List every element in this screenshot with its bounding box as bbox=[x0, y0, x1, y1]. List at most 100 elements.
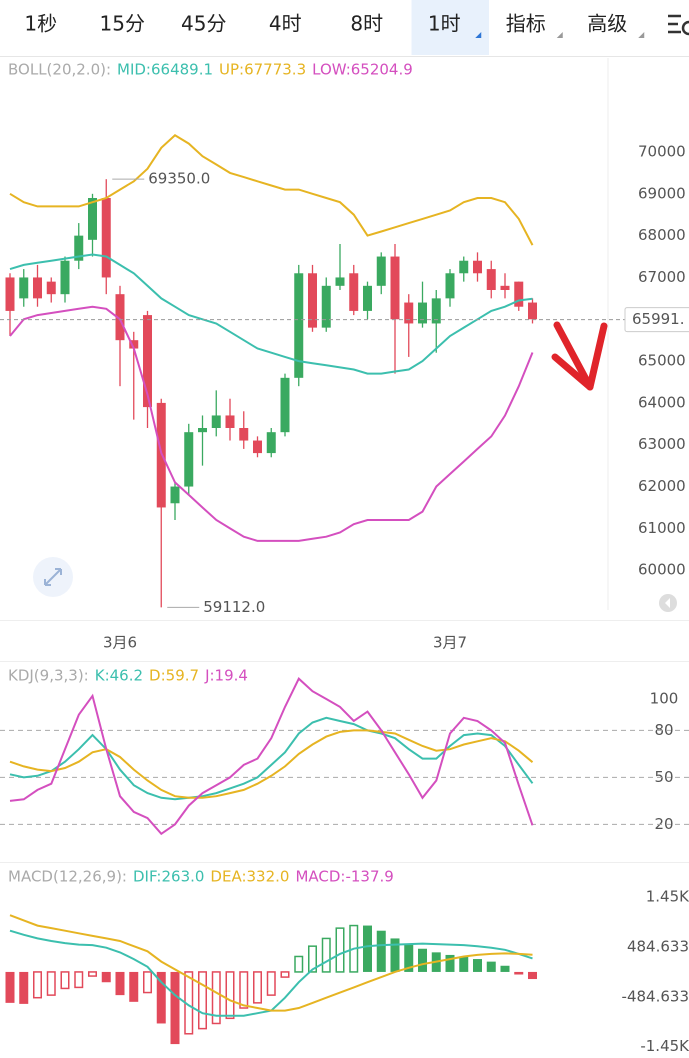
macd-bar bbox=[404, 943, 414, 972]
candle-body bbox=[390, 256, 400, 320]
series-line bbox=[9, 914, 533, 1012]
macd-bar bbox=[143, 971, 152, 994]
macd-bar bbox=[46, 971, 56, 996]
macd-bar bbox=[101, 971, 111, 983]
tab-label[interactable]: 1秒 bbox=[24, 12, 57, 36]
y-tick-label: 65000 bbox=[638, 352, 686, 370]
macd-bar bbox=[418, 948, 427, 972]
macd-bar bbox=[321, 937, 331, 973]
macd-bar bbox=[170, 971, 180, 1045]
candle-body bbox=[376, 256, 386, 286]
y-tick-label: 67000 bbox=[638, 268, 686, 286]
candle-body bbox=[473, 260, 482, 274]
macd-bar bbox=[115, 971, 125, 996]
y-tick-label: 484.633 bbox=[627, 937, 689, 955]
candle-body bbox=[184, 432, 194, 487]
macd-bar bbox=[88, 971, 97, 977]
legend-entry: D:59.7 bbox=[149, 667, 199, 685]
series-line bbox=[9, 677, 534, 836]
series-line bbox=[9, 134, 534, 246]
macd-bar bbox=[266, 971, 276, 996]
annotation-label: 59112.0 bbox=[203, 598, 265, 616]
dropdown-caret bbox=[556, 32, 563, 38]
legend-entry: BOLL(20,2.0): bbox=[8, 61, 111, 79]
tab-label[interactable]: 8时 bbox=[350, 12, 383, 36]
macd-bar bbox=[280, 971, 290, 978]
candle-body bbox=[211, 415, 221, 428]
macd-bar bbox=[473, 959, 482, 972]
candle-body bbox=[335, 277, 345, 286]
y-tick-label: 60000 bbox=[638, 561, 686, 579]
expand-button[interactable] bbox=[33, 557, 73, 597]
candle-body bbox=[46, 281, 56, 295]
y-tick-label: -484.633 bbox=[622, 987, 689, 1005]
y-tick-label: 63000 bbox=[638, 435, 686, 453]
candle-body bbox=[459, 260, 469, 274]
trend-arrow bbox=[551, 321, 608, 391]
divider bbox=[0, 661, 689, 662]
tab-label[interactable]: 指标 bbox=[506, 12, 546, 36]
macd-bar bbox=[156, 971, 166, 1024]
legend-entry: KDJ(9,3,3): bbox=[8, 667, 89, 685]
y-tick-label: 100 bbox=[650, 690, 679, 708]
macd-bar bbox=[253, 971, 262, 1004]
candle-body bbox=[445, 273, 455, 299]
plot-area bbox=[5, 914, 537, 1045]
candle-body bbox=[280, 377, 290, 433]
tab-bar bbox=[0, 0, 689, 56]
macd-bar bbox=[211, 971, 221, 1025]
candle-body bbox=[88, 198, 97, 240]
y-tick-label: 70000 bbox=[638, 143, 686, 161]
candle-body bbox=[321, 285, 331, 328]
plot-area bbox=[5, 134, 537, 608]
scroll-button[interactable] bbox=[659, 594, 677, 612]
layout-icon[interactable] bbox=[668, 14, 689, 36]
tab-label[interactable]: 15分 bbox=[100, 12, 145, 36]
divider bbox=[0, 56, 689, 57]
macd-bar bbox=[335, 927, 345, 973]
y-tick-label: 61000 bbox=[638, 519, 686, 537]
candle-body bbox=[500, 285, 510, 290]
legend-entry: K:46.2 bbox=[95, 667, 143, 685]
tab-label[interactable]: 45分 bbox=[181, 12, 226, 36]
candle-body bbox=[74, 235, 84, 261]
macd-bar bbox=[376, 930, 386, 972]
tab-label[interactable]: 1时 bbox=[428, 12, 461, 36]
macd-bar bbox=[129, 971, 139, 1002]
last-price-label: 65991. bbox=[632, 310, 685, 328]
candle-body bbox=[528, 302, 537, 320]
x-tick-label: 3月6 bbox=[103, 634, 137, 652]
series-line bbox=[9, 253, 533, 375]
candle-body bbox=[253, 440, 262, 454]
dropdown-caret bbox=[638, 32, 645, 38]
macd-bar bbox=[239, 971, 249, 1009]
candle-body bbox=[129, 340, 139, 349]
candle-body bbox=[294, 273, 304, 378]
candle-body bbox=[308, 273, 317, 328]
macd-bar bbox=[225, 971, 235, 1020]
y-tick-label: 20 bbox=[654, 815, 673, 833]
legend-entry: LOW:65204.9 bbox=[312, 61, 413, 79]
macd-bar bbox=[459, 956, 469, 972]
candle-body bbox=[486, 269, 496, 290]
macd-bar bbox=[445, 954, 455, 972]
y-tick-label: 69000 bbox=[638, 184, 686, 202]
legend-entry: MACD:-137.9 bbox=[295, 868, 393, 886]
candle-body bbox=[431, 298, 441, 324]
tab-label[interactable]: 高级 bbox=[587, 12, 627, 36]
candle-body bbox=[33, 277, 42, 299]
tab-label[interactable]: 4时 bbox=[269, 12, 302, 36]
macd-bar bbox=[308, 945, 317, 973]
macd-bar bbox=[5, 971, 15, 1003]
y-tick-label: 62000 bbox=[638, 477, 686, 495]
legend-entry: MACD(12,26,9): bbox=[8, 868, 127, 886]
divider bbox=[0, 620, 689, 621]
annotation-label: 69350.0 bbox=[148, 170, 210, 188]
divider bbox=[0, 862, 689, 863]
y-tick-label: 64000 bbox=[638, 393, 686, 411]
series-line bbox=[9, 305, 534, 542]
candle-body bbox=[170, 486, 180, 504]
macd-bar bbox=[60, 971, 70, 990]
macd-bar bbox=[528, 971, 537, 980]
